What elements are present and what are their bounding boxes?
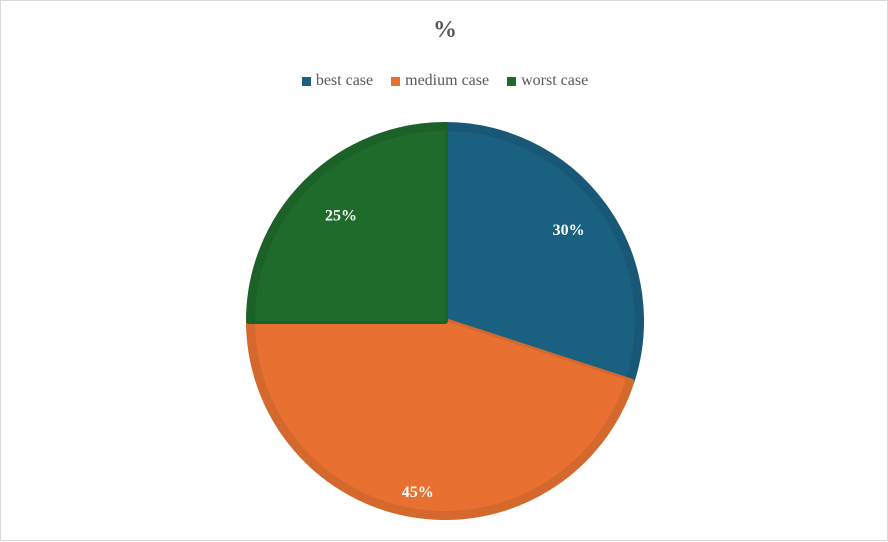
legend-swatch-worst-case <box>507 76 517 86</box>
legend-label-medium-case: medium case <box>405 72 490 89</box>
data-label-worst-case: 25% <box>325 208 357 225</box>
legend-label-worst-case: worst case <box>521 72 589 89</box>
legend-swatch-medium-case <box>391 76 401 86</box>
legend-item-medium-case: medium case <box>391 72 489 90</box>
legend-item-worst-case: worst case <box>507 72 588 90</box>
data-label-medium-case: 45% <box>402 484 434 501</box>
pie-slice-fill-medium-case <box>255 321 626 512</box>
legend: best case medium case worst case <box>1 72 888 90</box>
legend-label-best-case: best case <box>315 72 374 89</box>
pie-slice-fill-worst-case <box>255 131 445 321</box>
data-label-best-case: 30% <box>553 222 585 239</box>
legend-swatch-best-case <box>301 76 311 86</box>
legend-item-best-case: best case <box>301 72 374 90</box>
pie-slice-fill-best-case <box>445 131 635 380</box>
chart-title: % <box>433 17 457 43</box>
